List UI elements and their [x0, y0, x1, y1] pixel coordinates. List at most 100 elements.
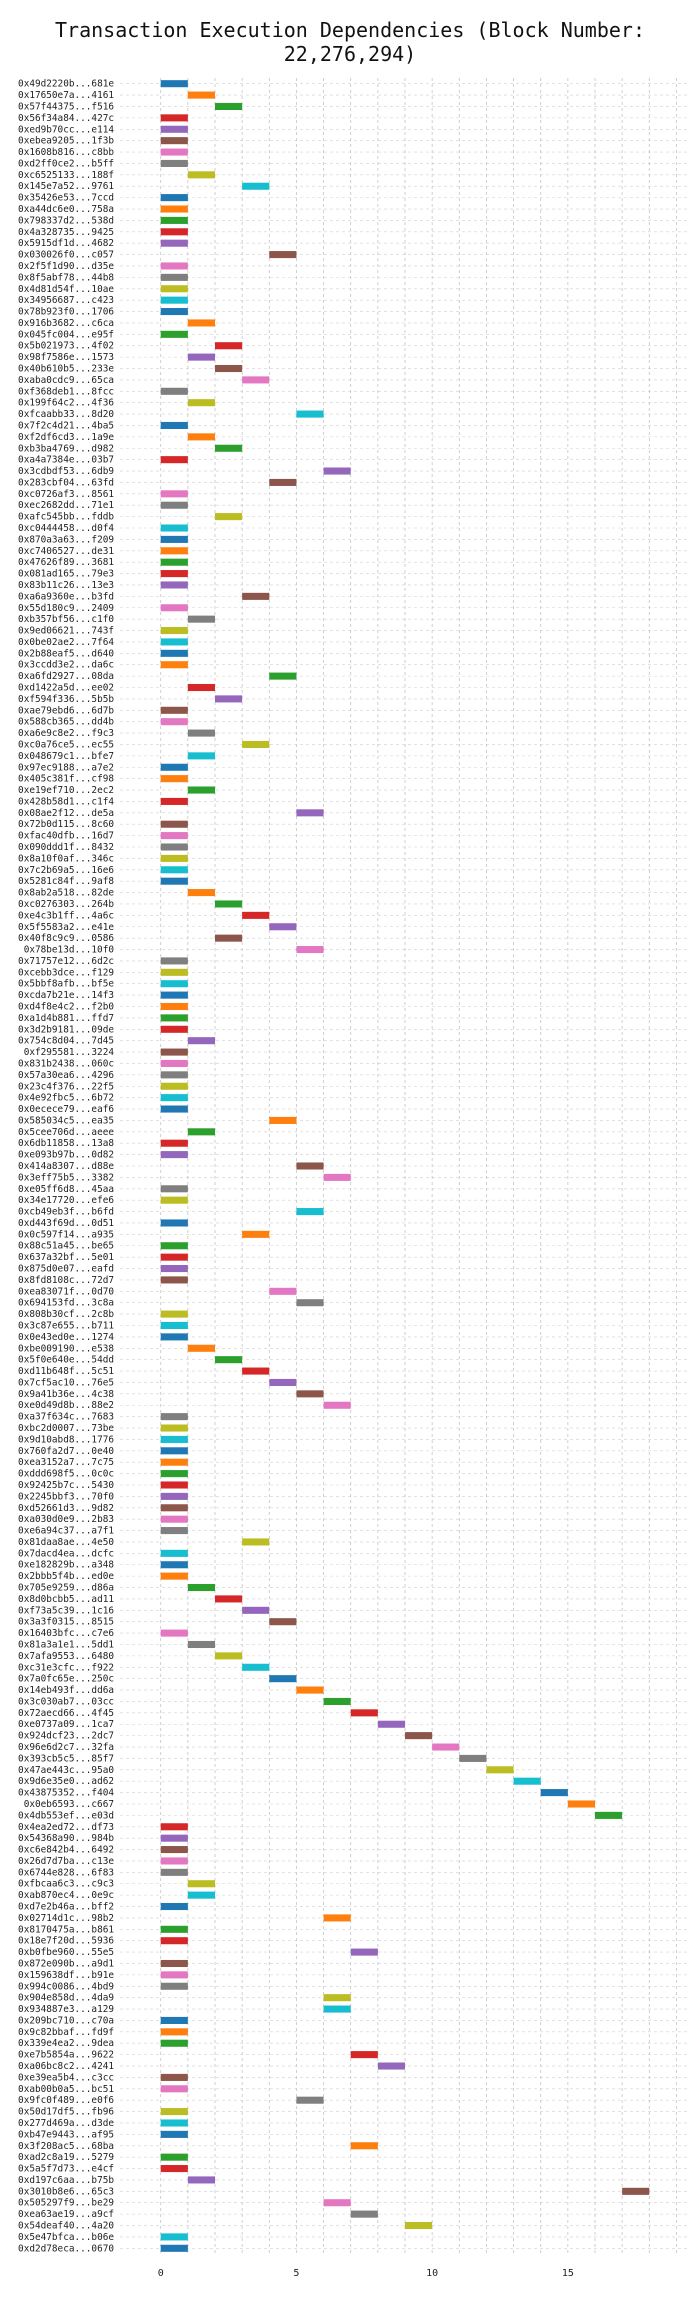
- y-tick-label: 0xa6e9c8e2...f9c3: [18, 728, 114, 739]
- y-tick-label: 0x16403bfc...c7e6: [18, 1628, 114, 1639]
- bar: [215, 342, 243, 350]
- bar: [160, 1435, 188, 1443]
- bar: [160, 1310, 188, 1318]
- bar: [160, 718, 188, 726]
- bar: [160, 456, 188, 464]
- y-tick-label: 0x3a3f0315...8515: [18, 1617, 114, 1628]
- bar: [160, 991, 188, 999]
- y-tick-label: 0x588cb365...dd4b: [18, 717, 114, 728]
- y-tick-label: 0xe39ea5b4...c3cc: [18, 2072, 114, 2083]
- bar: [323, 1173, 351, 1181]
- y-tick-label: 0xd7e2b46a...bff2: [18, 1902, 114, 1913]
- y-tick-label: 0x030026f0...c057: [18, 250, 114, 261]
- bar: [160, 1276, 188, 1284]
- bar: [160, 2028, 188, 2036]
- bar: [595, 1811, 623, 1819]
- bar: [160, 205, 188, 213]
- bar: [160, 1470, 188, 1478]
- y-tick-label: 0x92425b7c...5430: [18, 1480, 114, 1491]
- y-tick-label: 0xe093b97b...0d82: [18, 1150, 114, 1161]
- bar: [160, 1857, 188, 1865]
- y-tick-label: 0xc0444458...d0f4: [18, 523, 114, 534]
- bar: [160, 228, 188, 236]
- y-tick-label: 0x994c0086...4bd9: [18, 1981, 114, 1992]
- y-tick-label: 0xddd698f5...0c0c: [18, 1469, 114, 1480]
- bar: [160, 501, 188, 509]
- bar: [160, 1925, 188, 1933]
- y-tick-label: 0x2bbb5f4b...ed0e: [18, 1571, 114, 1582]
- y-tick-label: 0x81daa8ae...4e50: [18, 1537, 114, 1548]
- y-tick-label: 0x9ed06621...743f: [18, 626, 114, 637]
- bar: [160, 1105, 188, 1113]
- bar: [160, 1094, 188, 1102]
- y-tick-label: 0x5281c84f...9af8: [18, 876, 114, 887]
- bar: [160, 570, 188, 578]
- y-tick-label: 0xd2ff0ce2...b5ff: [18, 158, 114, 169]
- y-tick-label: 0x83b11c26...13e3: [18, 580, 114, 591]
- bar: [160, 296, 188, 304]
- y-tick-label: 0x872e090b...a9d1: [18, 1958, 114, 1969]
- y-tick-label: 0x78be13d...10f0: [24, 945, 115, 956]
- bar: [160, 797, 188, 805]
- y-tick-label: 0x159638df...b91e: [18, 1970, 114, 1981]
- bar: [187, 752, 215, 760]
- y-tick-label: 0xd52661d3...9d82: [18, 1503, 114, 1514]
- bar: [296, 2096, 324, 2104]
- y-tick-label: 0x5b021973...4f02: [18, 341, 114, 352]
- y-tick-label: 0xa1d4b881...ffd7: [18, 1013, 114, 1024]
- bar: [269, 672, 297, 680]
- y-tick-label: 0x428b58d1...c1f4: [18, 796, 114, 807]
- y-tick-label: 0xc6525133...188f: [18, 170, 114, 181]
- y-tick-label: 0x49d2220b...681e: [18, 79, 114, 90]
- y-tick-label: 0xb0fbe960...55e5: [18, 1947, 114, 1958]
- bar: [242, 182, 270, 190]
- y-tick-label: 0x2f5f1d90...d35e: [18, 261, 114, 272]
- bar: [160, 1846, 188, 1854]
- bar: [567, 1800, 595, 1808]
- y-tick-label: 0x4a328735...9425: [18, 227, 114, 238]
- y-tick-label: 0x9c82bbaf...fd9f: [18, 2027, 114, 2038]
- bar: [187, 2176, 215, 2184]
- y-tick-label: 0x4e92fbc5...6b72: [18, 1093, 114, 1104]
- bar: [160, 1458, 188, 1466]
- y-tick-label: 0x5e47bfca...b06e: [18, 2232, 114, 2243]
- y-tick-label: 0x924dcf23...2dc7: [18, 1731, 114, 1742]
- y-tick-label: 0xfac40dfb...16d7: [18, 831, 114, 842]
- y-tick-label: 0xab00b0a5...bc51: [18, 2084, 114, 2095]
- bar: [160, 957, 188, 965]
- y-tick-label: 0x3c030ab7...03cc: [18, 1696, 114, 1707]
- bar: [269, 251, 297, 259]
- y-tick-label: 0xe05ff6d8...45aa: [18, 1184, 114, 1195]
- bar: [160, 1185, 188, 1193]
- bar: [160, 980, 188, 988]
- y-tick-label: 0x4d81d54f...10ae: [18, 284, 114, 295]
- y-tick-label: 0x9d10abd8...1776: [18, 1434, 114, 1445]
- bar: [215, 102, 243, 111]
- bar: [160, 387, 188, 395]
- bar: [160, 627, 188, 635]
- y-tick-label: 0x3c87e655...b711: [18, 1320, 114, 1331]
- y-tick-label: 0x8ab2a518...82de: [18, 888, 114, 899]
- y-tick-label: 0x3f208ac5...68ba: [18, 2141, 114, 2152]
- y-tick-label: 0x4ea2ed72...df73: [18, 1822, 114, 1833]
- bar: [323, 1994, 351, 2002]
- bar: [160, 1424, 188, 1432]
- bar: [160, 114, 188, 122]
- y-tick-label: 0x23c4f376...22f5: [18, 1081, 114, 1092]
- bar: [160, 1868, 188, 1876]
- bar: [160, 285, 188, 293]
- bar: [187, 399, 215, 407]
- bar: [187, 889, 215, 897]
- bar: [187, 1583, 215, 1592]
- bar: [160, 137, 188, 145]
- bar: [160, 1014, 188, 1022]
- bar: [296, 1390, 324, 1398]
- y-tick-label: 0xa44dc6e0...758a: [18, 204, 114, 215]
- bar: [540, 1789, 568, 1797]
- y-tick-label: 0xebea9205...1f3b: [18, 136, 114, 147]
- y-tick-label: 0x40f8c9c9...0586: [18, 933, 114, 944]
- y-tick-label: 0xa4a7384e...03b7: [18, 455, 114, 466]
- y-tick-label: 0x870a3a63...f209: [18, 534, 114, 545]
- y-tick-label: 0x18e7f20d...5936: [18, 1936, 114, 1947]
- bar: [160, 2153, 188, 2161]
